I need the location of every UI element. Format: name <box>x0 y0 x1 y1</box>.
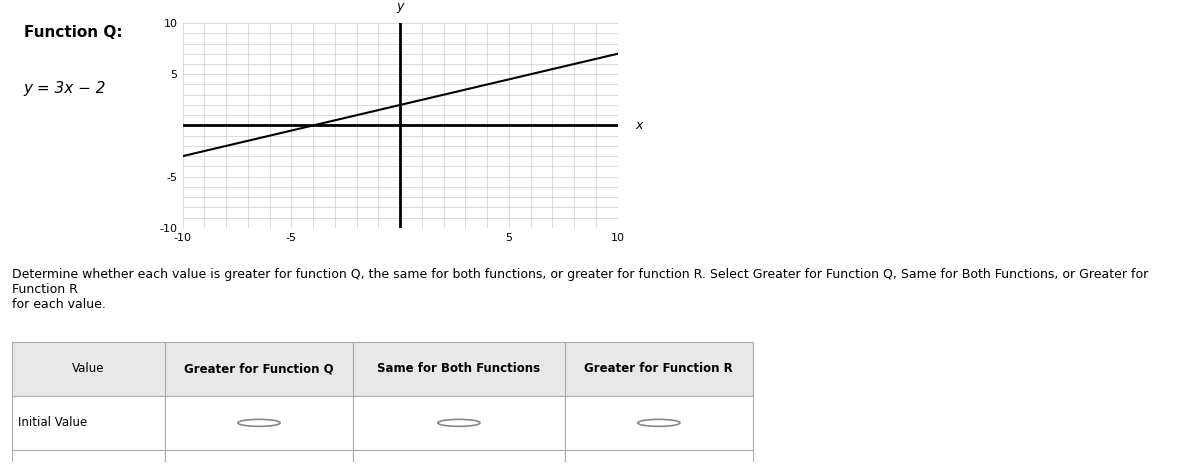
Bar <box>164 450 353 471</box>
Bar <box>353 450 565 471</box>
Bar <box>353 396 565 450</box>
Text: Value: Value <box>72 362 104 375</box>
Text: Greater for Function R: Greater for Function R <box>584 362 733 375</box>
Text: Initial Value: Initial Value <box>18 416 88 430</box>
Text: Same for Both Functions: Same for Both Functions <box>377 362 540 375</box>
Bar <box>12 341 164 396</box>
Bar <box>164 341 353 396</box>
Text: y = 3x − 2: y = 3x − 2 <box>24 81 107 96</box>
Bar <box>164 396 353 450</box>
Bar <box>565 396 752 450</box>
Text: Determine whether each value is greater for function Q, the same for both functi: Determine whether each value is greater … <box>12 268 1148 311</box>
Text: y: y <box>396 0 403 13</box>
Text: Function Q:: Function Q: <box>24 25 122 40</box>
Bar <box>12 450 164 471</box>
Bar <box>12 396 164 450</box>
Bar <box>565 450 752 471</box>
Text: x: x <box>635 119 642 132</box>
Bar <box>353 341 565 396</box>
Bar <box>12 341 752 396</box>
Bar <box>565 341 752 396</box>
Text: Greater for Function Q: Greater for Function Q <box>184 362 334 375</box>
Text: Function R:: Function R: <box>448 25 545 40</box>
